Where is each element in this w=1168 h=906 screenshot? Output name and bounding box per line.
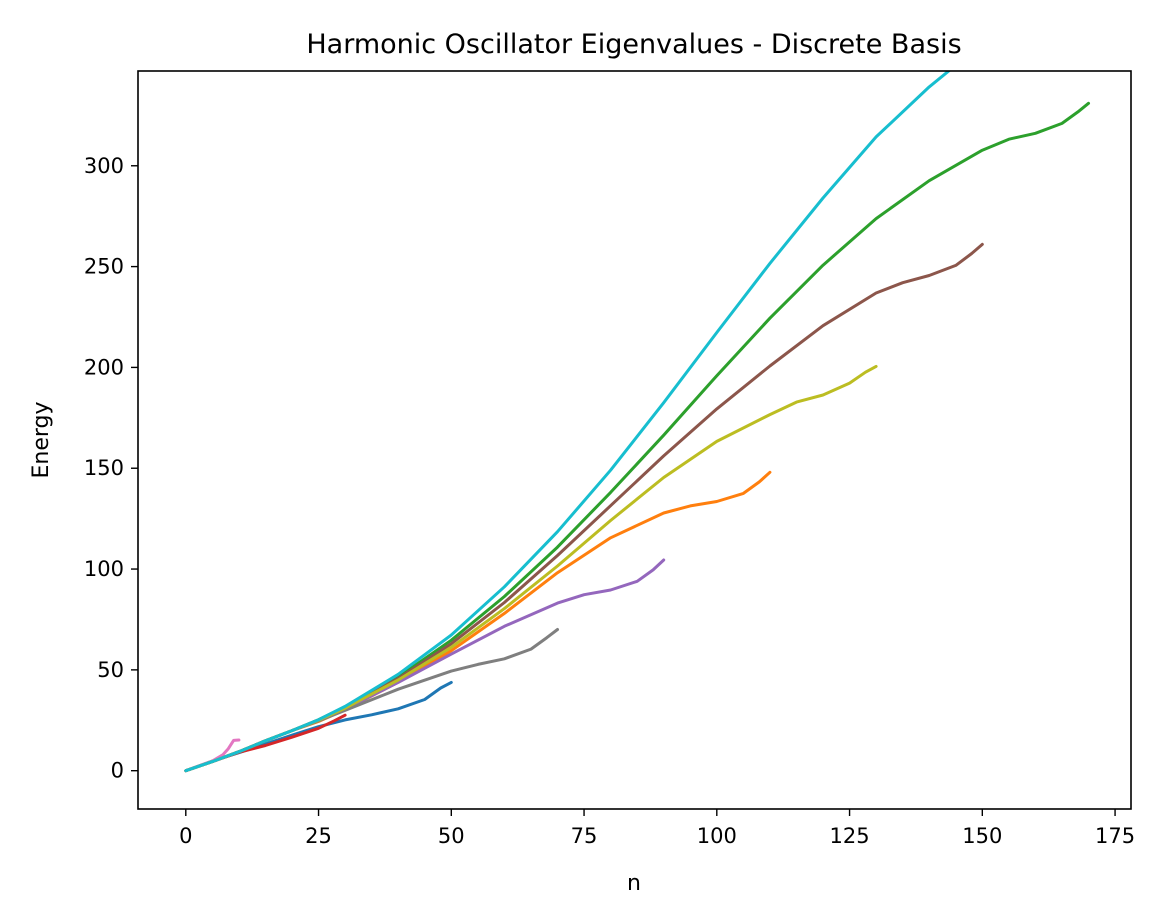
- x-tick-label: 175: [1095, 824, 1135, 848]
- x-tick-label: 50: [438, 824, 465, 848]
- x-tick-label: 125: [830, 824, 870, 848]
- y-tick-label: 100: [84, 557, 124, 581]
- y-tick-label: 200: [84, 355, 124, 379]
- series-line-8: [184, 364, 878, 773]
- series-line-9: [184, 71, 952, 773]
- x-axis-label: n: [627, 871, 641, 896]
- x-tick-label: 150: [962, 824, 1002, 848]
- x-tick-label: 100: [697, 824, 737, 848]
- y-tick-label: 0: [111, 759, 124, 783]
- x-axis: 0 25 50 75 100 125 150 175: [179, 809, 1135, 848]
- y-tick-label: 150: [84, 456, 124, 480]
- plot-frame: [137, 70, 1132, 810]
- x-tick-label: 75: [571, 824, 598, 848]
- y-axis: 0 50 100 150 200 250 300: [84, 154, 138, 783]
- chart-title: Harmonic Oscillator Eigenvalues - Discre…: [306, 29, 961, 60]
- x-tick-label: 25: [305, 824, 332, 848]
- y-tick-label: 50: [97, 658, 124, 682]
- y-tick-label: 250: [84, 255, 124, 279]
- x-tick-label: 0: [179, 824, 192, 848]
- series-line-5: [184, 242, 984, 773]
- y-tick-label: 300: [84, 154, 124, 178]
- series-group: [184, 71, 1090, 773]
- y-axis-label: Energy: [29, 401, 54, 478]
